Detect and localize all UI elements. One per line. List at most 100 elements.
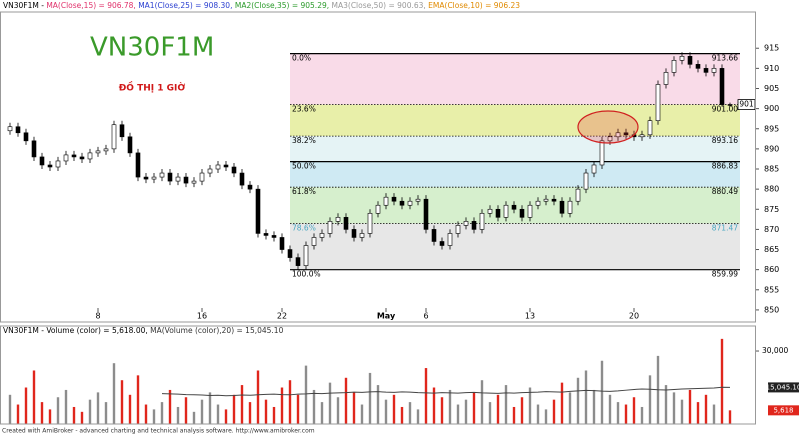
candle-body <box>359 233 365 238</box>
volume-bar <box>32 370 36 424</box>
volume-bar <box>88 399 92 424</box>
volume-ma-line <box>161 386 731 397</box>
volume-bar <box>80 411 84 424</box>
x-tick-label: 6 <box>423 312 428 321</box>
candle-body <box>615 132 621 138</box>
volume-bar <box>24 387 28 424</box>
volume-bar <box>408 402 412 424</box>
volume-bar <box>288 380 292 424</box>
fib-level-label: 100.0% <box>292 270 321 279</box>
volume-bar <box>56 397 60 424</box>
candle-body <box>311 237 317 246</box>
volume-marker-box <box>768 382 799 393</box>
candle-body <box>295 257 301 266</box>
y-tick-label: 885 <box>764 165 779 174</box>
main-layer: 850 855 860 865 870 875 880 885 890 895 900 905 910 9… <box>7 12 800 424</box>
volume-bar <box>632 397 636 424</box>
candle-body <box>639 134 645 138</box>
fib-level-label: 78.6% <box>292 223 316 232</box>
x-tick-label: 20 <box>629 312 639 321</box>
volume-bar <box>64 389 68 424</box>
candle-body <box>703 68 709 73</box>
volume-bar <box>704 394 708 424</box>
fib-value-label: 913.66 <box>712 54 738 63</box>
price-header: VN30F1M - MA(Close,15) = 906.78, MA1(Clo… <box>3 1 520 10</box>
last-price-label: 901 <box>739 100 754 109</box>
candle-body <box>471 221 477 230</box>
x-tick-label: 13 <box>525 312 535 321</box>
volume-bar <box>504 385 508 424</box>
candle-body <box>655 84 661 122</box>
header-part: MA(Close,15) = 906.78, <box>46 1 138 10</box>
candle-body <box>519 208 525 218</box>
fib-value-label: 886.83 <box>712 162 738 171</box>
y-tick-label: 855 <box>764 285 779 294</box>
volume-bar <box>312 389 316 424</box>
volume-bar <box>272 406 276 424</box>
volume-bar <box>328 382 332 424</box>
candle-body <box>303 245 309 266</box>
candle-body <box>159 172 165 178</box>
candle-body <box>263 233 269 236</box>
volume-bar <box>264 399 268 424</box>
fib-value-label: 901.00 <box>712 105 738 114</box>
candle-body <box>327 221 333 234</box>
candle-body <box>479 212 485 230</box>
volume-bar <box>688 389 692 424</box>
candle-body <box>63 154 69 162</box>
candle-body <box>583 172 589 190</box>
candle-body <box>383 196 389 206</box>
volume-bar <box>152 409 156 424</box>
candle-body <box>231 166 237 174</box>
volume-bar <box>528 387 532 424</box>
volume-bar <box>488 402 492 424</box>
volume-bar <box>128 394 132 424</box>
candle-body <box>423 198 429 230</box>
volume-bar <box>448 389 452 424</box>
candle-body <box>687 55 693 65</box>
candle-body <box>39 156 45 166</box>
x-tick-label: 22 <box>277 312 287 321</box>
fib-zone <box>290 161 740 188</box>
fib-level-label: 0.0% <box>292 54 311 63</box>
candle-body <box>31 140 37 158</box>
volume-bar <box>432 387 436 424</box>
candle-body <box>511 204 517 210</box>
header-part: VN30F1M - <box>3 1 46 10</box>
volume-marker-label: 5,618 <box>773 406 793 414</box>
candle-body <box>287 249 293 258</box>
y-tick-label: 895 <box>764 124 779 133</box>
volume-bar <box>520 397 524 424</box>
volume-bar <box>728 410 732 424</box>
volume-bar <box>712 404 716 424</box>
volume-bar <box>232 394 236 424</box>
candle-body <box>663 72 669 85</box>
candle-body <box>15 126 21 134</box>
candle-body <box>447 233 453 246</box>
volume-bar <box>576 377 580 424</box>
volume-bar <box>192 411 196 424</box>
candle-body <box>391 196 397 202</box>
candle-body <box>727 104 733 106</box>
candle-body <box>47 164 53 168</box>
header-part: VN30F1M - Volume (color) = 5,618.00, <box>3 326 150 335</box>
volume-bar <box>496 394 500 424</box>
candle-body <box>135 152 141 178</box>
candle-body <box>351 229 357 238</box>
candle-body <box>559 200 565 214</box>
fib-value-label: 859.99 <box>712 270 738 279</box>
volume-bar <box>392 394 396 424</box>
candle-body <box>535 200 541 206</box>
candle-body <box>175 176 181 182</box>
candle-body <box>375 204 381 214</box>
header-part: EMA(Close,10) = 906.23 <box>428 1 520 10</box>
x-tick-label: 16 <box>197 312 207 321</box>
volume-bar <box>416 409 420 424</box>
volume-bar <box>216 404 220 424</box>
y-tick-label: 850 <box>764 305 779 314</box>
candle-body <box>127 136 133 154</box>
y-tick-label: 890 <box>764 144 779 153</box>
y-tick-label: 900 <box>764 104 779 113</box>
volume-bar <box>208 392 212 424</box>
volume-panel-border <box>0 325 756 425</box>
